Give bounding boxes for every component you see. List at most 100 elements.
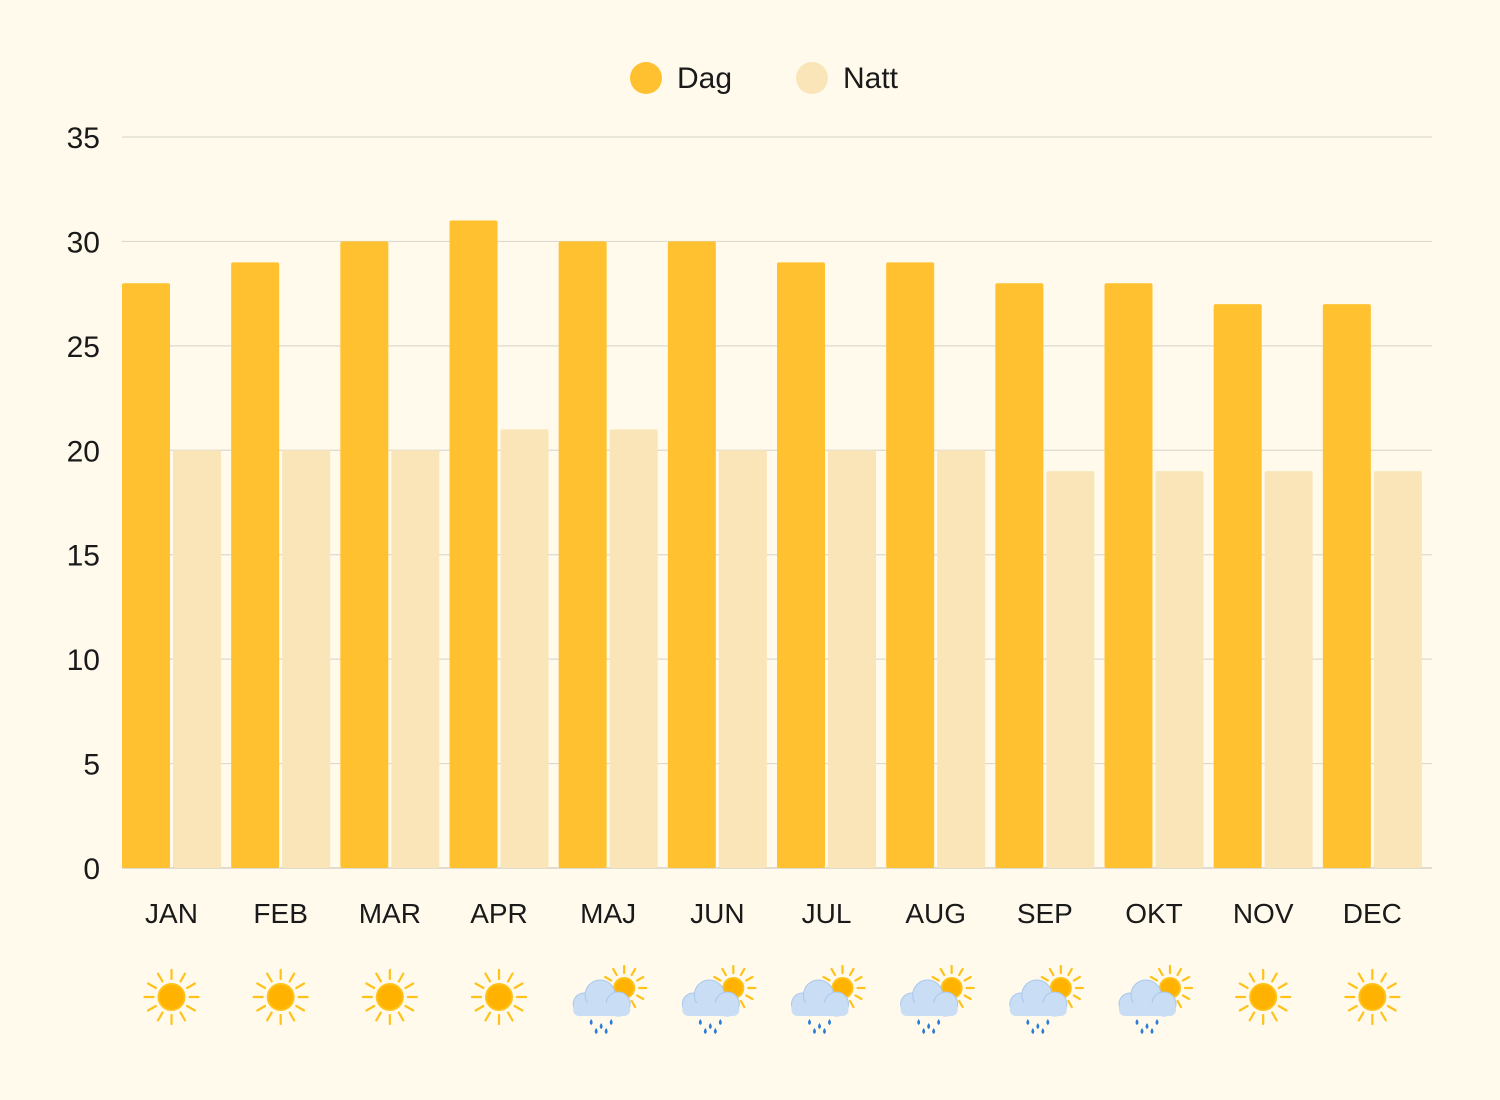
rain-drop <box>927 1023 931 1029</box>
y-tick-label: 35 <box>67 122 100 155</box>
sun-ray <box>256 982 267 990</box>
sun-icon <box>1344 968 1401 1026</box>
sun-ray <box>474 1004 485 1012</box>
bar-natt-jul <box>828 450 876 868</box>
bar-dag-jul <box>777 262 825 868</box>
rain-drop <box>917 1019 921 1025</box>
rain-sun-icon <box>681 964 757 1034</box>
x-tick-label: MAJ <box>580 898 636 929</box>
sun-ray <box>1386 982 1397 990</box>
sun-ray <box>822 975 831 982</box>
sun-disc <box>157 983 186 1011</box>
sun-ray <box>721 967 727 977</box>
cloud <box>791 979 849 1034</box>
rain-drop <box>1145 1023 1149 1029</box>
sun-ray <box>713 975 722 982</box>
sun-ray <box>1271 1011 1278 1022</box>
rain-drop <box>818 1023 821 1029</box>
sun-ray <box>1386 1004 1397 1012</box>
sun-ray <box>1248 1011 1256 1022</box>
sun-disc <box>1249 983 1278 1011</box>
sun-ray <box>1238 982 1249 990</box>
sun-ray <box>147 1004 158 1012</box>
y-tick-label: 30 <box>67 226 100 259</box>
sun-ray <box>1347 982 1358 990</box>
rain-drop <box>1046 1019 1050 1025</box>
rain-drop <box>609 1019 613 1025</box>
sun-ray <box>474 982 485 990</box>
sun-icon <box>1235 968 1292 1026</box>
bar-natt-mar <box>391 450 440 868</box>
sun-ray <box>513 982 524 990</box>
legend: Dag Natt <box>630 62 899 95</box>
sun-ray <box>848 967 855 977</box>
bar-natt-jun <box>718 450 767 868</box>
rain-drop <box>1155 1019 1159 1025</box>
sun-disc <box>485 983 513 1011</box>
rain-sun-icon <box>900 964 975 1034</box>
y-tick-label: 20 <box>67 435 100 468</box>
rain-drop <box>813 1028 816 1034</box>
rain-drop <box>922 1028 926 1034</box>
sun-ray <box>147 982 158 990</box>
y-tick-label: 25 <box>67 331 100 364</box>
sun-ray <box>179 972 187 983</box>
bars <box>122 220 1422 869</box>
bar-dag-jan <box>122 283 170 868</box>
sun-ray <box>1271 972 1278 983</box>
sun-ray <box>1040 975 1049 982</box>
rain-drop <box>599 1023 603 1029</box>
bar-natt-okt <box>1155 471 1204 868</box>
sun-ray <box>745 975 754 982</box>
sun-ray <box>739 999 746 1009</box>
bar-natt-apr <box>500 429 549 868</box>
sun-ray <box>375 972 382 983</box>
legend-item-dag: Dag <box>630 62 732 95</box>
sun-ray <box>484 1011 492 1022</box>
rain-sun-icon <box>1118 964 1194 1034</box>
sun-ray <box>404 1004 415 1012</box>
x-axis: JAN FEB MAR APR MAJ JUN JUL AUG SEP OKT NOV DEC <box>145 898 1402 929</box>
rain-drop <box>594 1028 598 1034</box>
sun-ray <box>1072 975 1081 982</box>
bar-dag-okt <box>1104 283 1153 868</box>
sun-ray <box>404 982 415 990</box>
rain-drop <box>708 1023 712 1029</box>
sun-ray <box>636 975 645 982</box>
weather-icons <box>143 964 1401 1034</box>
sun-ray <box>636 994 645 1001</box>
sun-ray <box>506 1011 514 1022</box>
bar-natt-aug <box>937 450 986 868</box>
sun-ray <box>1277 982 1288 990</box>
sun-ray <box>1357 1011 1365 1022</box>
rain-drop <box>937 1019 941 1025</box>
sun-ray <box>854 994 863 1001</box>
sun-ray <box>1067 999 1073 1009</box>
x-tick-label: DEC <box>1343 898 1402 929</box>
rain-drop <box>703 1028 707 1034</box>
rain-sun-icon <box>791 964 866 1034</box>
x-tick-label: OKT <box>1125 898 1183 929</box>
sun-ray <box>185 982 196 990</box>
sun-ray <box>1072 994 1081 1001</box>
sun-ray <box>745 994 754 1001</box>
cloud-base <box>1119 1003 1176 1016</box>
sun-ray <box>1181 975 1191 982</box>
bar-dag-maj <box>558 241 607 868</box>
sun-ray <box>256 1004 267 1012</box>
rain-drop <box>932 1028 936 1034</box>
sun-icon <box>252 968 309 1026</box>
rain-drop <box>1026 1019 1030 1025</box>
rain-drop <box>808 1019 811 1025</box>
sun-disc <box>266 983 295 1011</box>
sun-ray <box>739 967 746 977</box>
cloud <box>681 979 740 1034</box>
y-axis: 0 5 10 15 20 25 30 35 <box>67 122 100 886</box>
sun-ray <box>630 999 637 1009</box>
bar-dag-feb <box>231 262 280 868</box>
legend-label-natt: Natt <box>843 62 899 95</box>
sun-ray <box>830 967 837 977</box>
rain-drop <box>698 1019 702 1025</box>
legend-swatch-natt <box>796 62 828 94</box>
sun-ray <box>185 1004 196 1012</box>
